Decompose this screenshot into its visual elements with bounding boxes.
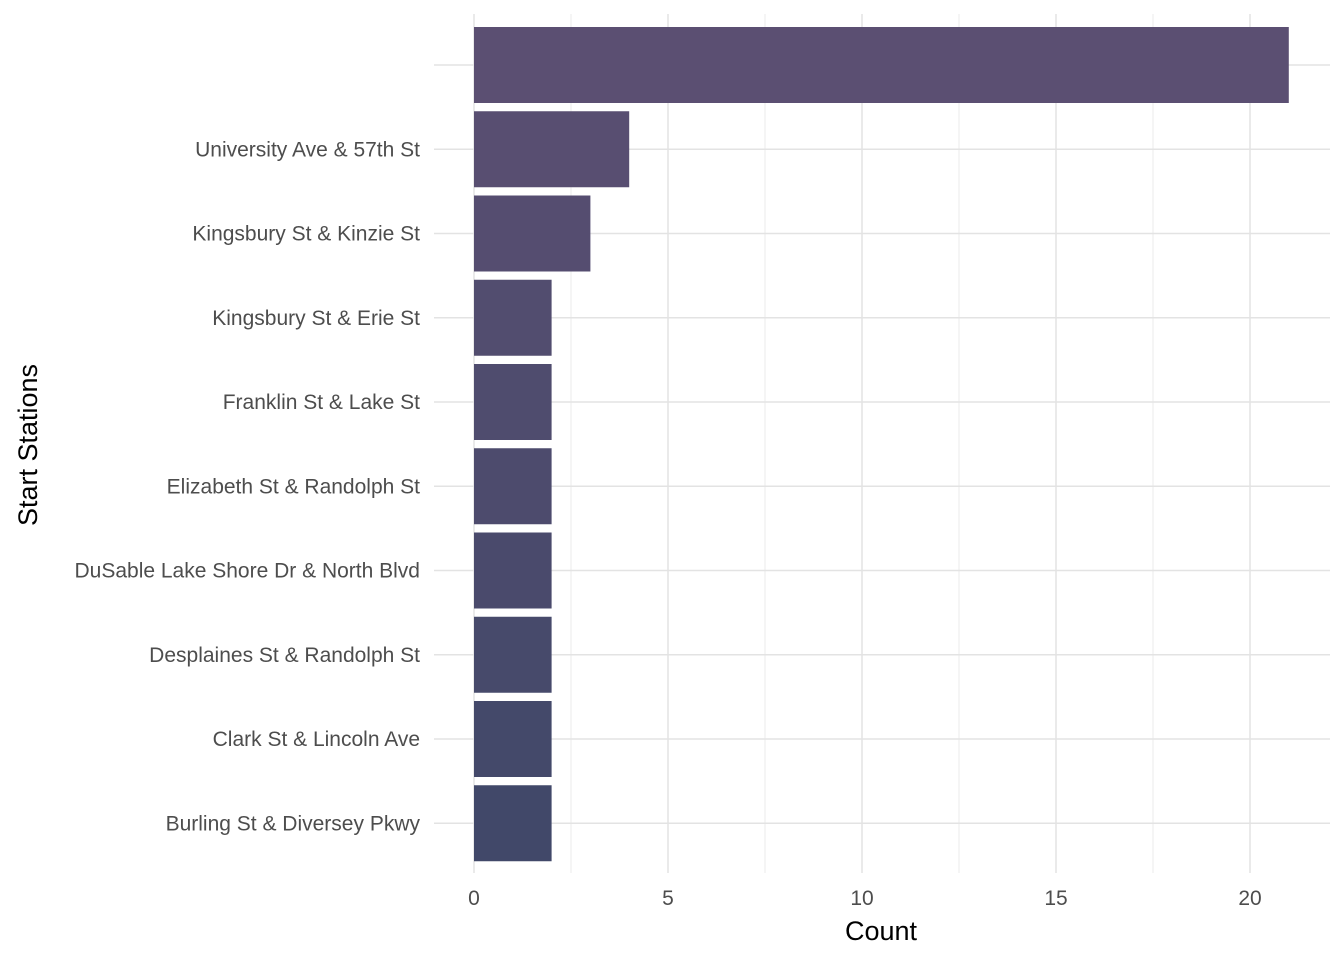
y-axis-title: Start Stations: [13, 364, 43, 526]
bars: [474, 27, 1289, 862]
x-tick-labels: 0 5 10 15 20: [468, 887, 1262, 910]
grid-minor: [570, 14, 1154, 873]
y-tick-label: Franklin St & Lake St: [223, 391, 420, 414]
bar: [474, 27, 1289, 103]
bar: [474, 279, 552, 356]
y-tick-label: Burling St & Diversey Pkwy: [166, 812, 421, 835]
bar: [474, 701, 552, 777]
bar: [474, 532, 552, 609]
bar: [474, 111, 630, 188]
y-tick-label: Elizabeth St & Randolph St: [167, 475, 420, 498]
x-tick-label: 15: [1044, 887, 1067, 910]
y-tick-label: Kingsbury St & Kinzie St: [192, 223, 420, 246]
x-tick-label: 5: [662, 887, 674, 910]
y-tick-label: DuSable Lake Shore Dr & North Blvd: [74, 560, 420, 583]
y-tick-label: University Ave & 57th St: [195, 138, 420, 161]
y-tick-labels: University Ave & 57th St Kingsbury St & K…: [74, 138, 420, 835]
bar: [474, 616, 552, 693]
x-axis-title: Count: [845, 916, 918, 946]
x-tick-label: 10: [850, 887, 873, 910]
y-tick-label: Clark St & Lincoln Ave: [213, 728, 420, 751]
bar: [474, 364, 552, 440]
x-tick-label: 0: [468, 887, 480, 910]
y-tick-label: Kingsbury St & Erie St: [212, 307, 420, 330]
bar: [474, 195, 591, 272]
y-tick-label: Desplaines St & Randolph St: [149, 644, 420, 667]
x-tick-label: 20: [1238, 887, 1261, 910]
bar: [474, 785, 552, 862]
bar: [474, 448, 552, 525]
